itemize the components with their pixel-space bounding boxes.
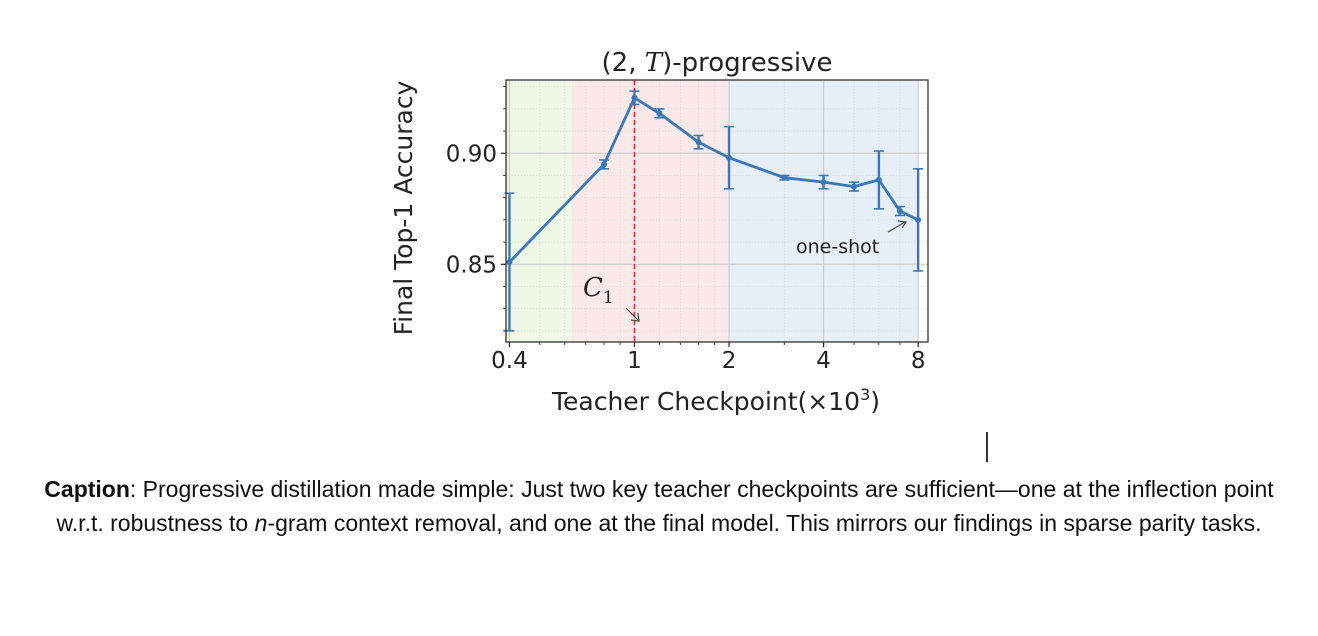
- data-point-2: [631, 94, 638, 101]
- x-tick-label-0: 0.4: [491, 348, 528, 374]
- y-tick-label-1: 0.90: [446, 141, 497, 167]
- annotation-c1: C1: [583, 273, 640, 322]
- data-point-11: [915, 216, 922, 223]
- data-points: [506, 94, 922, 266]
- data-point-8: [851, 183, 858, 190]
- data-point-4: [695, 139, 702, 146]
- data-point-0: [506, 259, 513, 266]
- data-point-10: [896, 208, 903, 214]
- y-tick-label-0: 0.85: [446, 252, 497, 278]
- data-point-9: [875, 176, 882, 183]
- background-regions: [506, 80, 919, 342]
- data-point-1: [601, 161, 608, 168]
- annotation-one-shot-label: one-shot: [796, 236, 879, 258]
- annotation-c1-label: C1: [583, 273, 614, 308]
- region-1: [571, 80, 730, 342]
- data-point-6: [781, 174, 788, 181]
- annotation-one-shot: one-shot: [796, 220, 908, 258]
- region-0: [506, 80, 572, 342]
- x-tick-label-2: 2: [722, 348, 737, 374]
- text-cursor: [986, 432, 988, 462]
- x-tick-label-3: 4: [816, 348, 831, 374]
- annotation-c1-arrow: [625, 307, 639, 321]
- x-axis-ticks: 0.4 1 2 4 8: [491, 342, 925, 374]
- x-tick-label-4: 8: [911, 348, 926, 374]
- caption-text-1: : Progressive distillation made simple: …: [56, 476, 1274, 536]
- data-point-3: [656, 110, 663, 117]
- chart: 0.4 1 2 4 8 0.85 0.90 (2, T)-progressive Teac…: [389, 48, 929, 416]
- data-point-5: [726, 154, 733, 161]
- y-axis-ticks: 0.85 0.90: [446, 86, 506, 332]
- annotation-one-shot-arrowhead: [897, 220, 908, 229]
- chart-title: (2, T)-progressive: [602, 48, 833, 78]
- caption-label: Caption: [44, 476, 130, 502]
- grid: [506, 80, 928, 342]
- series-line: [508, 96, 919, 264]
- annotation-one-shot-arrow: [887, 221, 906, 233]
- data-point-7: [820, 179, 827, 186]
- caption-text-2: -gram context removal, and one at the fi…: [267, 510, 1262, 536]
- annotation-c1-arrowhead: [630, 312, 640, 322]
- x-tick-label-1: 1: [627, 348, 642, 374]
- x-axis-label: Teacher Checkpoint(×103): [551, 385, 880, 416]
- y-axis-label: Final Top-1 Accuracy: [389, 80, 418, 335]
- caption-italic: n: [254, 510, 268, 536]
- plot-frame: [505, 79, 929, 343]
- figure-caption: Caption: Progressive distillation made s…: [40, 472, 1278, 540]
